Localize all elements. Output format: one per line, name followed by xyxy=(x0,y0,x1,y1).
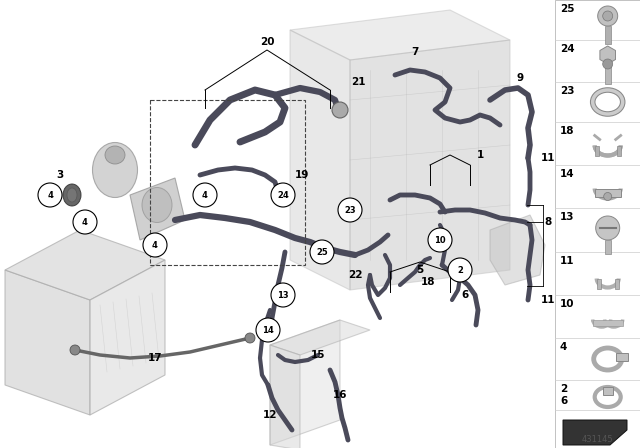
Text: 15: 15 xyxy=(311,350,325,360)
Polygon shape xyxy=(490,215,545,285)
Text: 25: 25 xyxy=(560,4,575,14)
Circle shape xyxy=(271,283,295,307)
Bar xyxy=(555,0,640,448)
Circle shape xyxy=(596,216,620,240)
Bar xyxy=(605,26,611,44)
Ellipse shape xyxy=(63,184,81,206)
Circle shape xyxy=(143,233,167,257)
Bar xyxy=(595,189,621,197)
Circle shape xyxy=(38,183,62,207)
Text: 18: 18 xyxy=(560,126,575,136)
Bar xyxy=(605,64,611,84)
Text: 8: 8 xyxy=(545,217,552,227)
Polygon shape xyxy=(290,10,510,60)
Text: 5: 5 xyxy=(417,265,424,275)
Ellipse shape xyxy=(93,142,138,198)
Text: 4: 4 xyxy=(152,241,158,250)
Circle shape xyxy=(332,102,348,118)
Bar xyxy=(596,279,601,289)
Bar xyxy=(150,100,305,265)
Text: 2: 2 xyxy=(560,384,567,394)
Bar xyxy=(616,353,628,361)
Text: 6: 6 xyxy=(560,396,567,406)
Circle shape xyxy=(245,333,255,343)
Text: 21: 21 xyxy=(351,77,365,87)
Text: 4: 4 xyxy=(560,342,568,352)
Text: 13: 13 xyxy=(277,290,289,300)
Polygon shape xyxy=(5,270,90,415)
Circle shape xyxy=(256,318,280,342)
Text: 17: 17 xyxy=(148,353,163,363)
Text: 7: 7 xyxy=(412,47,419,57)
Circle shape xyxy=(598,6,618,26)
Text: 4: 4 xyxy=(82,217,88,227)
Text: 23: 23 xyxy=(344,206,356,215)
Polygon shape xyxy=(270,320,340,445)
Bar xyxy=(605,240,611,254)
Text: 19: 19 xyxy=(295,170,309,180)
Ellipse shape xyxy=(67,188,77,202)
Circle shape xyxy=(428,228,452,252)
Polygon shape xyxy=(290,30,350,290)
Text: 24: 24 xyxy=(277,190,289,199)
Circle shape xyxy=(338,198,362,222)
Text: 22: 22 xyxy=(348,270,362,280)
Circle shape xyxy=(310,240,334,264)
Bar xyxy=(603,387,612,395)
Text: 9: 9 xyxy=(516,73,524,83)
Text: 1: 1 xyxy=(476,150,484,160)
Text: 14: 14 xyxy=(560,169,575,179)
Text: 11: 11 xyxy=(541,153,556,163)
Circle shape xyxy=(448,258,472,282)
Bar xyxy=(595,146,598,155)
Text: 18: 18 xyxy=(420,277,435,287)
Text: 10: 10 xyxy=(560,299,575,309)
Polygon shape xyxy=(130,178,185,240)
Circle shape xyxy=(73,210,97,234)
Polygon shape xyxy=(563,420,627,445)
Polygon shape xyxy=(90,260,165,415)
Polygon shape xyxy=(350,40,510,290)
Text: 11: 11 xyxy=(541,295,556,305)
Polygon shape xyxy=(5,230,165,300)
Text: 20: 20 xyxy=(260,37,275,47)
Polygon shape xyxy=(600,46,616,64)
Circle shape xyxy=(604,193,612,201)
Text: 2: 2 xyxy=(457,266,463,275)
Text: 3: 3 xyxy=(56,170,63,180)
Text: 6: 6 xyxy=(461,290,468,300)
Text: 11: 11 xyxy=(560,256,575,266)
Circle shape xyxy=(603,59,612,69)
Polygon shape xyxy=(270,320,370,355)
Bar xyxy=(593,319,623,326)
Circle shape xyxy=(193,183,217,207)
Text: 24: 24 xyxy=(560,44,575,54)
Text: 10: 10 xyxy=(434,236,446,245)
Text: 25: 25 xyxy=(316,247,328,257)
Text: 4: 4 xyxy=(47,190,53,199)
Text: 13: 13 xyxy=(560,212,575,222)
Text: 4: 4 xyxy=(202,190,208,199)
Text: 431145: 431145 xyxy=(582,435,613,444)
Bar xyxy=(614,279,619,289)
Text: 16: 16 xyxy=(333,390,348,400)
Circle shape xyxy=(271,183,295,207)
Circle shape xyxy=(70,345,80,355)
Ellipse shape xyxy=(142,188,172,223)
Polygon shape xyxy=(270,345,300,448)
Text: 14: 14 xyxy=(262,326,274,335)
Text: 23: 23 xyxy=(560,86,575,96)
Text: 12: 12 xyxy=(263,410,277,420)
Ellipse shape xyxy=(105,146,125,164)
Bar xyxy=(617,146,621,155)
Circle shape xyxy=(603,11,612,21)
